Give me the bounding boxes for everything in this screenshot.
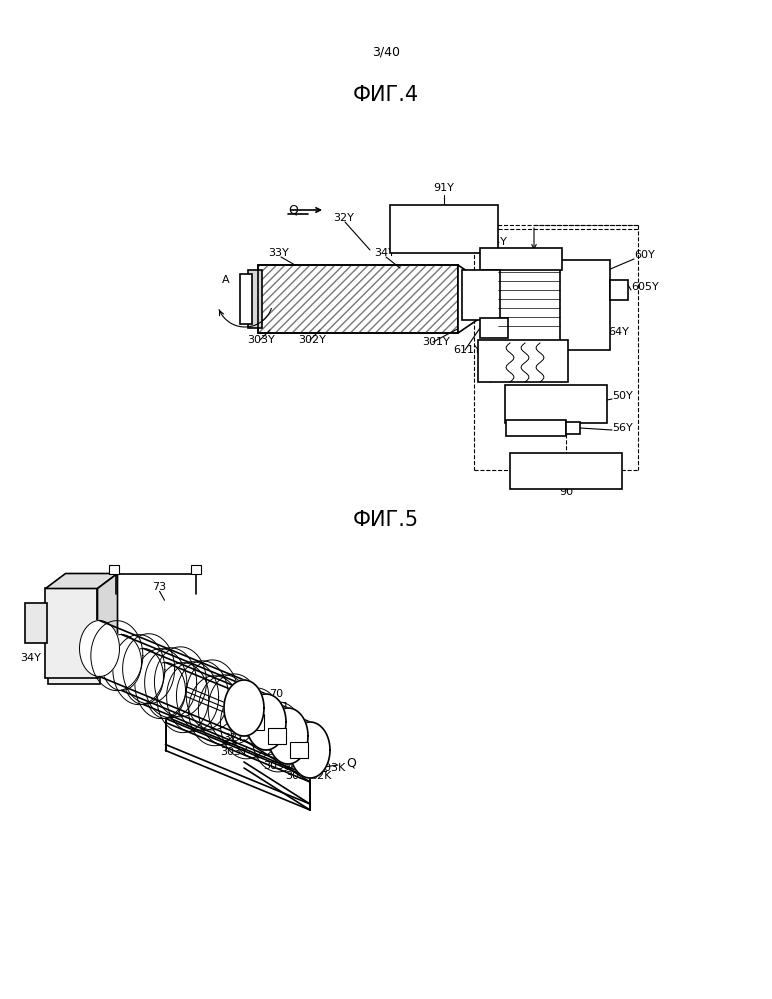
Text: 34Y: 34Y <box>20 653 41 663</box>
Text: 301Y: 301Y <box>422 337 450 347</box>
Bar <box>478 340 568 382</box>
Text: 303K: 303K <box>317 763 345 773</box>
Text: 33Y: 33Y <box>105 668 126 678</box>
Polygon shape <box>145 662 185 718</box>
Text: контейнера: контейнера <box>414 232 475 242</box>
Text: 33Y: 33Y <box>268 248 289 258</box>
Bar <box>506 420 566 436</box>
Text: 71: 71 <box>276 702 290 712</box>
Text: 73: 73 <box>152 582 167 592</box>
Bar <box>480 248 562 270</box>
Text: Q: Q <box>346 756 356 769</box>
Bar <box>258 265 458 333</box>
Bar <box>258 265 458 333</box>
Polygon shape <box>246 694 286 750</box>
Polygon shape <box>268 708 308 764</box>
Polygon shape <box>290 722 330 778</box>
Text: 303C: 303C <box>285 771 313 781</box>
Bar <box>240 274 252 324</box>
Text: 32Y: 32Y <box>224 733 245 743</box>
Bar <box>560 260 610 350</box>
Text: 614Y: 614Y <box>479 237 507 247</box>
Polygon shape <box>46 573 117 588</box>
Text: 303Y: 303Y <box>220 747 248 757</box>
Polygon shape <box>124 648 164 704</box>
Text: 608Y: 608Y <box>477 357 505 367</box>
Text: 32C: 32C <box>288 757 310 767</box>
Bar <box>566 422 580 434</box>
Polygon shape <box>101 634 141 690</box>
Polygon shape <box>458 265 488 333</box>
Text: 72: 72 <box>50 671 64 681</box>
Text: 32K: 32K <box>310 771 331 781</box>
Bar <box>109 565 119 574</box>
Text: 70: 70 <box>269 689 283 699</box>
Text: 91Y: 91Y <box>434 183 455 193</box>
Bar <box>224 700 242 716</box>
Text: 50Y: 50Y <box>612 391 633 401</box>
Bar <box>45 588 97 678</box>
Text: 90: 90 <box>559 487 573 497</box>
Text: 302Y: 302Y <box>298 335 326 345</box>
Text: 64Y: 64Y <box>608 327 629 337</box>
Text: 32Y: 32Y <box>333 213 354 223</box>
Text: 60Y: 60Y <box>634 250 655 260</box>
Bar <box>462 270 500 320</box>
Bar <box>191 565 201 574</box>
Text: 605Y: 605Y <box>631 282 659 292</box>
Polygon shape <box>224 680 264 736</box>
Text: A: A <box>222 275 229 285</box>
Bar <box>268 728 286 744</box>
Bar <box>610 280 628 300</box>
Text: ФИГ.4: ФИГ.4 <box>353 85 419 105</box>
Text: Контроллер: Контроллер <box>529 465 603 478</box>
Bar <box>480 318 508 338</box>
Bar <box>248 270 262 328</box>
Bar <box>510 453 622 489</box>
Text: ФИГ.5: ФИГ.5 <box>353 510 419 530</box>
Bar <box>290 742 308 758</box>
Text: 303Y: 303Y <box>247 335 275 345</box>
Bar <box>390 205 498 253</box>
Text: 56Y: 56Y <box>612 423 633 433</box>
Text: 32M: 32M <box>266 747 290 757</box>
Text: Секция привода: Секция привода <box>402 214 486 224</box>
Polygon shape <box>80 620 120 676</box>
Bar <box>246 714 264 730</box>
Text: 611Y: 611Y <box>453 345 481 355</box>
Bar <box>48 593 100 683</box>
Polygon shape <box>97 573 117 678</box>
Text: 34Y: 34Y <box>374 248 394 258</box>
Text: 3/40: 3/40 <box>372 46 400 59</box>
Bar <box>25 603 47 643</box>
Text: Q: Q <box>288 204 298 217</box>
Bar <box>258 265 458 333</box>
Bar <box>505 385 607 423</box>
Text: 303M: 303M <box>263 761 293 771</box>
